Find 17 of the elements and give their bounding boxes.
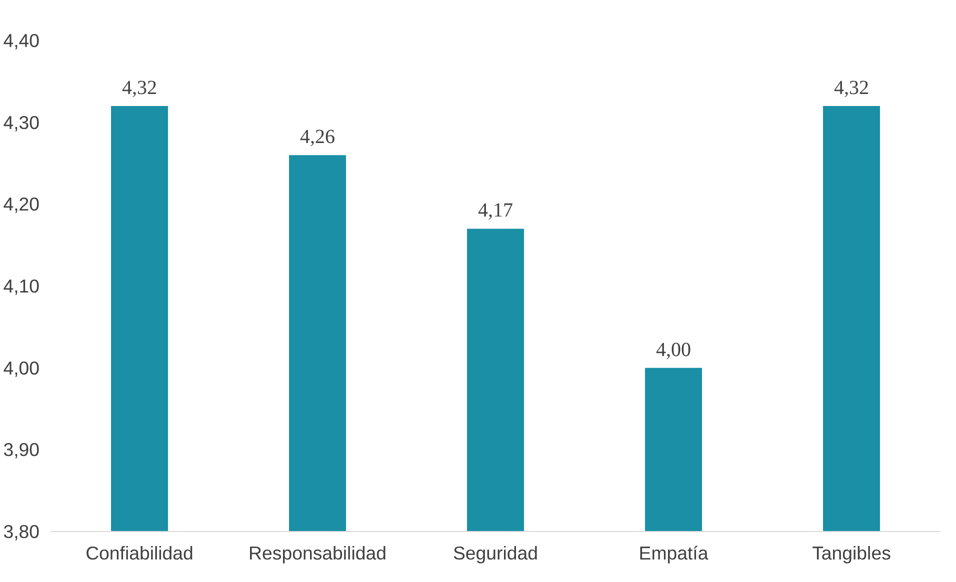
data-label: 4,32 bbox=[834, 76, 869, 99]
data-label: 4,00 bbox=[656, 338, 691, 361]
y-tick-label: 3,80 bbox=[3, 521, 40, 542]
data-label: 4,32 bbox=[122, 76, 157, 99]
y-tick-label: 4,40 bbox=[3, 30, 40, 51]
y-tick-label: 4,10 bbox=[3, 276, 40, 296]
x-tick-label: Confiabilidad bbox=[86, 542, 194, 564]
y-tick-label: 4,00 bbox=[3, 357, 40, 378]
y-tick-label: 4,30 bbox=[3, 112, 40, 133]
data-label: 4,17 bbox=[478, 200, 513, 222]
x-tick-label: Seguridad bbox=[452, 542, 538, 564]
y-tick-label: 4,20 bbox=[3, 194, 40, 215]
data-label: 4,26 bbox=[300, 126, 335, 148]
x-tick-label: Tangibles bbox=[812, 542, 891, 564]
y-tick-label: 3,90 bbox=[3, 439, 40, 460]
x-tick-label: Responsabilidad bbox=[248, 542, 386, 564]
x-tick-label: Empatía bbox=[638, 542, 709, 564]
